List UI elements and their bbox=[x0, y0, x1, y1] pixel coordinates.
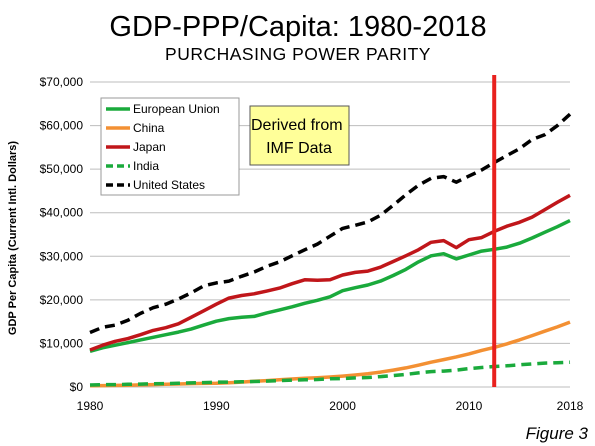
annotation-box: Derived from IMF Data bbox=[249, 105, 350, 166]
series-line-japan bbox=[89, 193, 571, 352]
legend-label: China bbox=[133, 121, 165, 135]
series-line-european-union bbox=[89, 219, 571, 353]
y-tick-label: $0 bbox=[70, 380, 84, 394]
legend-label: India bbox=[133, 159, 159, 173]
x-tick-labels: 1980 1990 2000 2010 2018 bbox=[77, 399, 584, 413]
y-tick-label: $70,000 bbox=[40, 75, 84, 89]
x-tick-label: 1980 bbox=[77, 399, 104, 413]
legend-label: European Union bbox=[133, 102, 220, 116]
annotation-background bbox=[249, 105, 350, 166]
figure-footer: Figure 3 bbox=[526, 424, 589, 443]
chart-subtitle: PURCHASING POWER PARITY bbox=[165, 44, 431, 64]
series-line-india bbox=[89, 360, 571, 387]
x-tick-label: 1990 bbox=[203, 399, 230, 413]
legend-box bbox=[100, 97, 240, 196]
y-axis-label: GDP Per Capita (Current Intl. Dollars) bbox=[7, 141, 19, 336]
y-tick-label: $30,000 bbox=[40, 249, 84, 263]
series-line-united-states bbox=[89, 112, 572, 335]
y-tick-label: $60,000 bbox=[40, 119, 84, 133]
y-tick-label: $50,000 bbox=[40, 162, 84, 176]
legend-label: United States bbox=[133, 178, 205, 192]
chart-title: GDP-PPP/Capita: 1980-2018 bbox=[109, 11, 486, 43]
legend: European Union China Japan India United Stat… bbox=[100, 97, 240, 196]
x-tick-label: 2000 bbox=[329, 399, 356, 413]
annotation-text: Derived from IMF Data bbox=[251, 117, 347, 157]
series-lines bbox=[89, 112, 572, 388]
y-tick-label: $40,000 bbox=[40, 206, 84, 220]
x-tick-label: 2018 bbox=[557, 399, 584, 413]
y-tick-label: $10,000 bbox=[40, 336, 84, 350]
legend-label: Japan bbox=[133, 140, 166, 154]
y-tick-labels: $0 $10,000 $20,000 $30,000 $40,000 $50,000 $60… bbox=[40, 75, 84, 394]
y-tick-label: $20,000 bbox=[40, 293, 84, 307]
series-line-china bbox=[89, 320, 571, 388]
x-tick-label: 2010 bbox=[456, 399, 483, 413]
